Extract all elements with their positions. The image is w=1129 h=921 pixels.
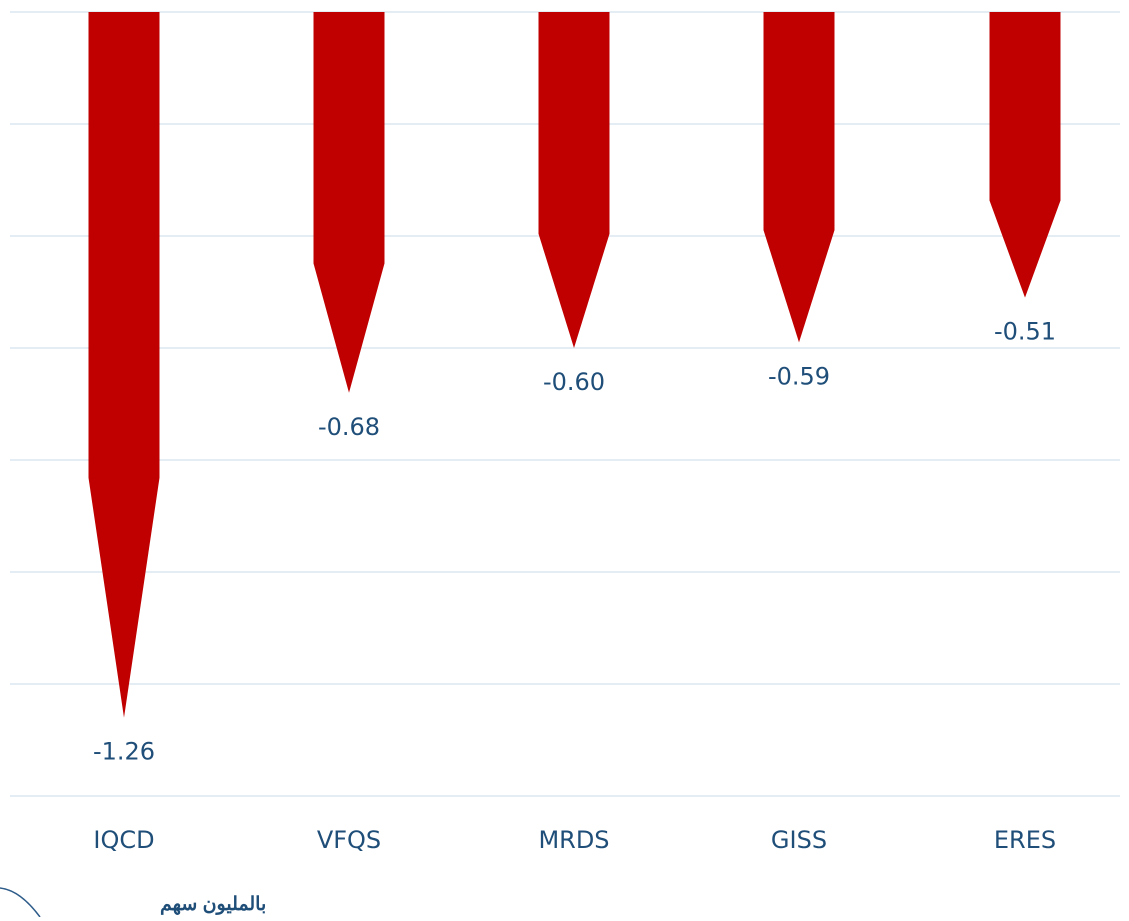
data-label-giss: -0.59 — [768, 362, 830, 390]
x-tick-eres: ERES — [994, 826, 1056, 854]
bars — [88, 12, 1061, 718]
x-tick-vfqs: VFQS — [317, 826, 381, 854]
x-axis-ticks: IQCD VFQS MRDS GISS ERES — [93, 826, 1056, 854]
footer: بالمليون سهم — [0, 887, 266, 918]
x-tick-giss: GISS — [771, 826, 827, 854]
data-label-mrds: -0.60 — [543, 368, 605, 396]
bar-vfqs — [313, 12, 385, 393]
bar-mrds — [538, 12, 610, 348]
bar-giss — [763, 12, 835, 343]
data-label-iqcd: -1.26 — [93, 738, 155, 766]
x-tick-iqcd: IQCD — [93, 826, 154, 854]
x-tick-mrds: MRDS — [538, 826, 609, 854]
data-label-vfqs: -0.68 — [318, 413, 380, 441]
data-label-eres: -0.51 — [994, 318, 1056, 346]
bar-eres — [989, 12, 1061, 298]
bar-iqcd — [88, 12, 160, 718]
unit-label: بالمليون سهم — [160, 894, 266, 915]
decorative-corner-line — [0, 887, 41, 918]
data-labels: -1.26 -0.68 -0.60 -0.59 -0.51 — [93, 318, 1056, 766]
